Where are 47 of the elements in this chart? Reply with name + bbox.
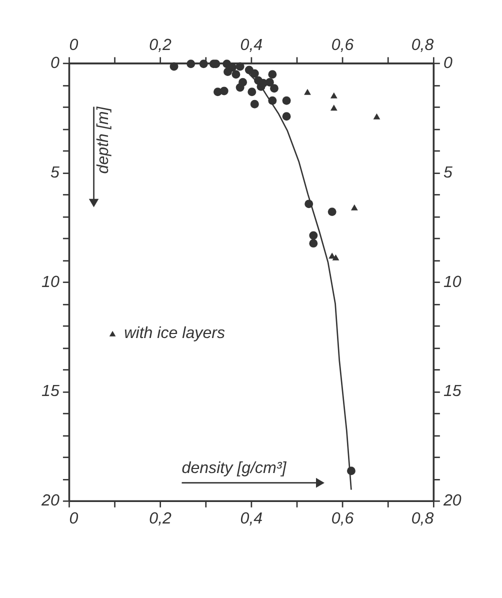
point xyxy=(170,62,178,71)
y-axis-title: depth [m] xyxy=(94,106,112,174)
y2-tick-label: 0 xyxy=(443,54,452,72)
y-tick-label: 10 xyxy=(42,272,60,291)
point xyxy=(282,96,291,105)
x2-tick-label: 0,6 xyxy=(331,36,354,54)
point xyxy=(220,86,228,96)
point xyxy=(304,88,311,95)
y2-tick-label: 10 xyxy=(443,272,462,291)
x-tick-label: 0,2 xyxy=(149,509,172,528)
x-tick-label: 0 xyxy=(69,509,78,528)
point xyxy=(270,84,278,93)
y-tick-label: 0 xyxy=(50,54,60,72)
x-tick-label: 0,4 xyxy=(240,509,263,528)
point xyxy=(330,104,338,111)
x-axis-title: density [g/cm³] xyxy=(182,458,287,477)
point xyxy=(250,69,259,78)
point xyxy=(236,83,244,92)
x-tick-label: 0,8 xyxy=(411,509,434,528)
x2-tick-label: 0,8 xyxy=(411,36,434,54)
point xyxy=(232,70,240,79)
point xyxy=(328,208,336,216)
legend-label: with ice layers xyxy=(124,324,226,342)
y2-tick-label: 5 xyxy=(443,163,452,182)
point xyxy=(248,88,256,96)
point xyxy=(309,239,318,248)
x-tick-label: 0,6 xyxy=(331,509,354,528)
x2-tick-label: 0,2 xyxy=(149,36,172,54)
point xyxy=(309,231,318,240)
point xyxy=(282,112,291,121)
point xyxy=(224,68,232,76)
point xyxy=(186,60,196,68)
point xyxy=(373,113,380,120)
y-tick-label: 5 xyxy=(50,163,60,182)
point xyxy=(250,100,259,108)
point xyxy=(330,92,338,98)
x2-tick-label: 0,4 xyxy=(240,36,263,54)
point xyxy=(268,70,277,79)
point xyxy=(199,60,208,68)
y-tick-label: 15 xyxy=(42,382,60,400)
point xyxy=(350,204,358,210)
point xyxy=(332,254,340,260)
y-tick-label: 20 xyxy=(40,492,60,510)
point xyxy=(236,62,244,71)
y2-tick-label: 15 xyxy=(443,382,462,400)
y2-tick-label: 20 xyxy=(442,492,462,510)
x2-tick-label: 0 xyxy=(69,36,78,54)
